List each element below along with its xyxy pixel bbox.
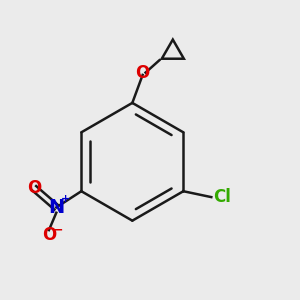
- Text: O: O: [27, 179, 41, 197]
- Text: O: O: [136, 64, 150, 82]
- Text: +: +: [61, 194, 70, 204]
- Text: Cl: Cl: [213, 188, 231, 206]
- Text: O: O: [42, 226, 56, 244]
- Text: −: −: [53, 224, 64, 237]
- Text: N: N: [48, 198, 64, 217]
